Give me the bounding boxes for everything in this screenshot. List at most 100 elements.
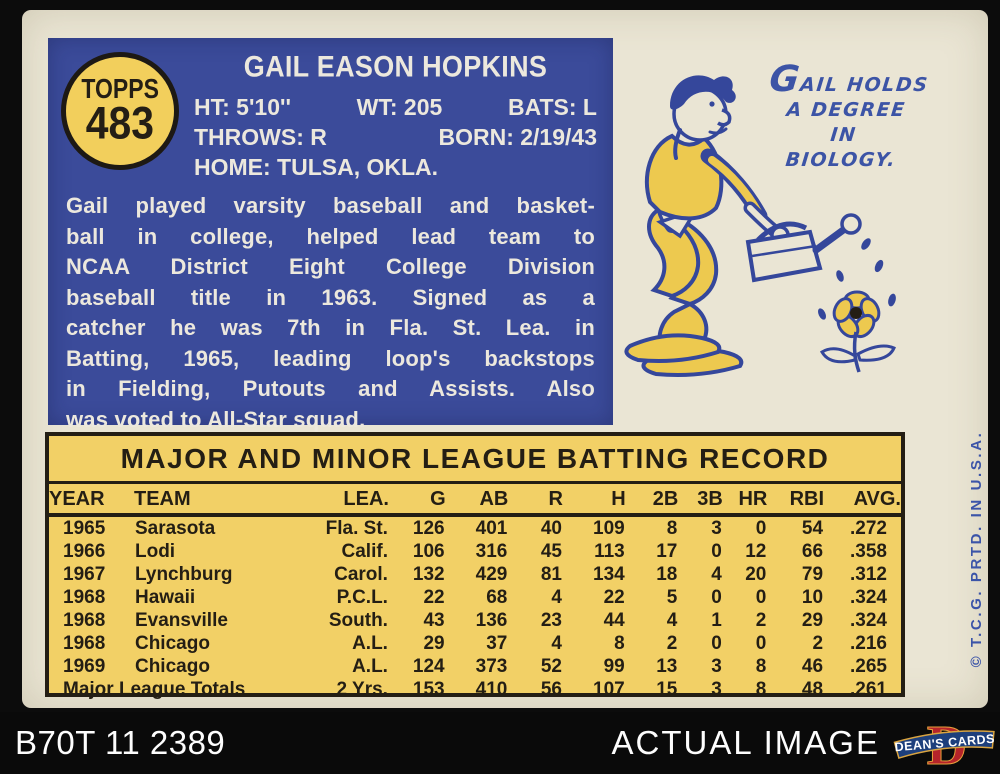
topps-badge: TOPPS 483 xyxy=(61,52,179,170)
table-cell: 22 xyxy=(423,587,445,608)
table-cell: 79 xyxy=(801,564,824,585)
table-cell: South. xyxy=(328,610,388,631)
bio-line: was voted to All-Star squad. xyxy=(66,406,366,432)
table-cell: 134 xyxy=(593,564,625,585)
bio-line: catcher he was 7th in Fla. St. Lea. in xyxy=(66,315,595,340)
table-cell: 48 xyxy=(801,679,824,700)
table-cell: 4 xyxy=(551,633,562,654)
table-cell: 1967 xyxy=(63,564,106,585)
stat-throws: THROWS: R xyxy=(194,124,327,150)
table-cell: 4 xyxy=(711,564,722,585)
col-hr: HR xyxy=(722,484,768,517)
table-header-row: YEAR TEAM LEA. G AB R H 2B 3B HR RBI AVG… xyxy=(49,484,901,517)
table-cell: 1969 xyxy=(63,656,106,677)
smile xyxy=(708,127,728,135)
bio-line: Gail played varsity baseball and basket- xyxy=(66,193,595,218)
table-cell: 2 xyxy=(755,610,767,631)
batting-record-panel: MAJOR AND MINOR LEAGUE BATTING RECORD YE… xyxy=(45,432,905,700)
table-cell: Chicago xyxy=(134,656,210,677)
table-cell: 8 xyxy=(614,633,625,654)
baseball-card-back: TOPPS 483 GAIL EASON HOPKINS HT: 5'10'' … xyxy=(22,10,988,708)
stat-line-2: THROWS: R BORN: 2/19/43 xyxy=(194,122,597,152)
table-cell: 373 xyxy=(475,656,508,677)
table-cell: 45 xyxy=(540,541,562,562)
stat-line-1: HT: 5'10'' WT: 205 BATS: L xyxy=(194,92,597,122)
table-cell: Fla. St. xyxy=(325,518,388,539)
table-cell: Lodi xyxy=(134,541,176,562)
flower xyxy=(819,290,896,373)
actual-image-label: ACTUAL IMAGE xyxy=(611,724,880,761)
table-cell: 316 xyxy=(475,541,508,562)
table-cell: Carol. xyxy=(334,564,388,585)
table-cell: 0 xyxy=(711,587,722,608)
col-g: G xyxy=(388,484,446,517)
col-r: R xyxy=(508,484,563,517)
print-credit: © T.C.G. PRTD. IN U.S.A. xyxy=(968,430,985,668)
table-cell: 410 xyxy=(475,679,508,700)
table-cell: 99 xyxy=(603,656,625,677)
table-cell: .324 xyxy=(850,587,887,608)
table-row: 1968 Evansville South. 43 136 23 44 4 1 2 29.324 xyxy=(49,609,901,632)
bio-line: NCAA District Eight College Division xyxy=(66,254,595,279)
table-cell: 46 xyxy=(801,656,824,677)
table-cell: 113 xyxy=(594,541,625,562)
table-cell: 66 xyxy=(801,541,824,562)
stat-height: HT: 5'10'' xyxy=(194,94,291,120)
table-cell: 29 xyxy=(423,633,445,654)
table-row: 1968 Chicago A.L. 29 37 4 8 2 0 0 2 .216 xyxy=(49,632,901,655)
table-cell: 22 xyxy=(603,587,625,608)
stat-bats: BATS: L xyxy=(507,94,597,120)
table-row: 1969 Chicago A.L. 124 373 52 99 13 3 8 46 .265 xyxy=(49,655,901,678)
table-cell: 43 xyxy=(423,610,445,631)
table-cell: 37 xyxy=(486,633,508,654)
table-cell: 29 xyxy=(801,610,824,631)
col-year: YEAR xyxy=(49,484,134,517)
table-cell: Hawaii xyxy=(134,587,196,608)
table-cell: Sarasota xyxy=(134,518,216,539)
table-cell: 4 xyxy=(551,587,562,608)
table-cell: 429 xyxy=(475,564,508,585)
table-cell: 136 xyxy=(475,610,508,631)
table-row: Major League Totals 2 Yrs. 153 410 56 107 15 3 8… xyxy=(49,678,901,701)
col-rbi: RBI xyxy=(767,484,825,517)
col-avg: AVG. xyxy=(824,484,901,517)
watering-can xyxy=(745,229,823,283)
card-number: 483 xyxy=(85,98,155,149)
table-cell: 1968 xyxy=(63,610,106,631)
deans-cards-logo: D DEAN'S CARDS xyxy=(893,715,995,772)
bio-line: ball in college, helped lead team to xyxy=(66,223,595,249)
table-cell: 4 xyxy=(666,610,678,631)
table-cell: 124 xyxy=(412,656,445,677)
table-cell: 44 xyxy=(603,610,625,631)
col-ab: AB xyxy=(445,484,509,517)
brand-name: TOPPS xyxy=(81,73,159,106)
water-drops xyxy=(818,238,896,320)
table-row: 1965 Sarasota Fla. St. 126 401 40 109 8 3 0 54 .272 xyxy=(49,515,901,540)
table-cell: 12 xyxy=(745,541,767,562)
table-cell: 1 xyxy=(711,610,722,631)
table-cell: .261 xyxy=(850,679,887,700)
table-cell: 20 xyxy=(745,564,767,585)
table-cell: 2 Yrs. xyxy=(336,679,388,700)
table-cell: 126 xyxy=(412,518,445,539)
table-cell: 68 xyxy=(486,587,508,608)
player-name: GAIL EASON HOPKINS xyxy=(243,50,548,84)
eye xyxy=(709,101,715,107)
cartoon-caption: GAIL HOLDS A DEGREE IN BIOLOGY. xyxy=(733,59,958,173)
table-cell: Chicago xyxy=(134,633,210,654)
table-cell: 56 xyxy=(540,679,562,700)
table-cell: .358 xyxy=(850,541,887,562)
table-cell: A.L. xyxy=(352,633,388,654)
table-cell: 18 xyxy=(656,564,678,585)
table-cell: .272 xyxy=(850,518,887,539)
table-cell: 5 xyxy=(666,587,678,608)
table-cell: 13 xyxy=(656,656,678,677)
table-cell: 1966 xyxy=(63,541,106,562)
bio-line: baseball title in 1963. Signed as a xyxy=(66,284,595,310)
hair xyxy=(670,75,736,110)
col-3b: 3B xyxy=(678,484,723,517)
nose xyxy=(717,108,732,127)
table-cell: 0 xyxy=(755,633,767,654)
table-cell: Major League Totals xyxy=(63,679,246,700)
